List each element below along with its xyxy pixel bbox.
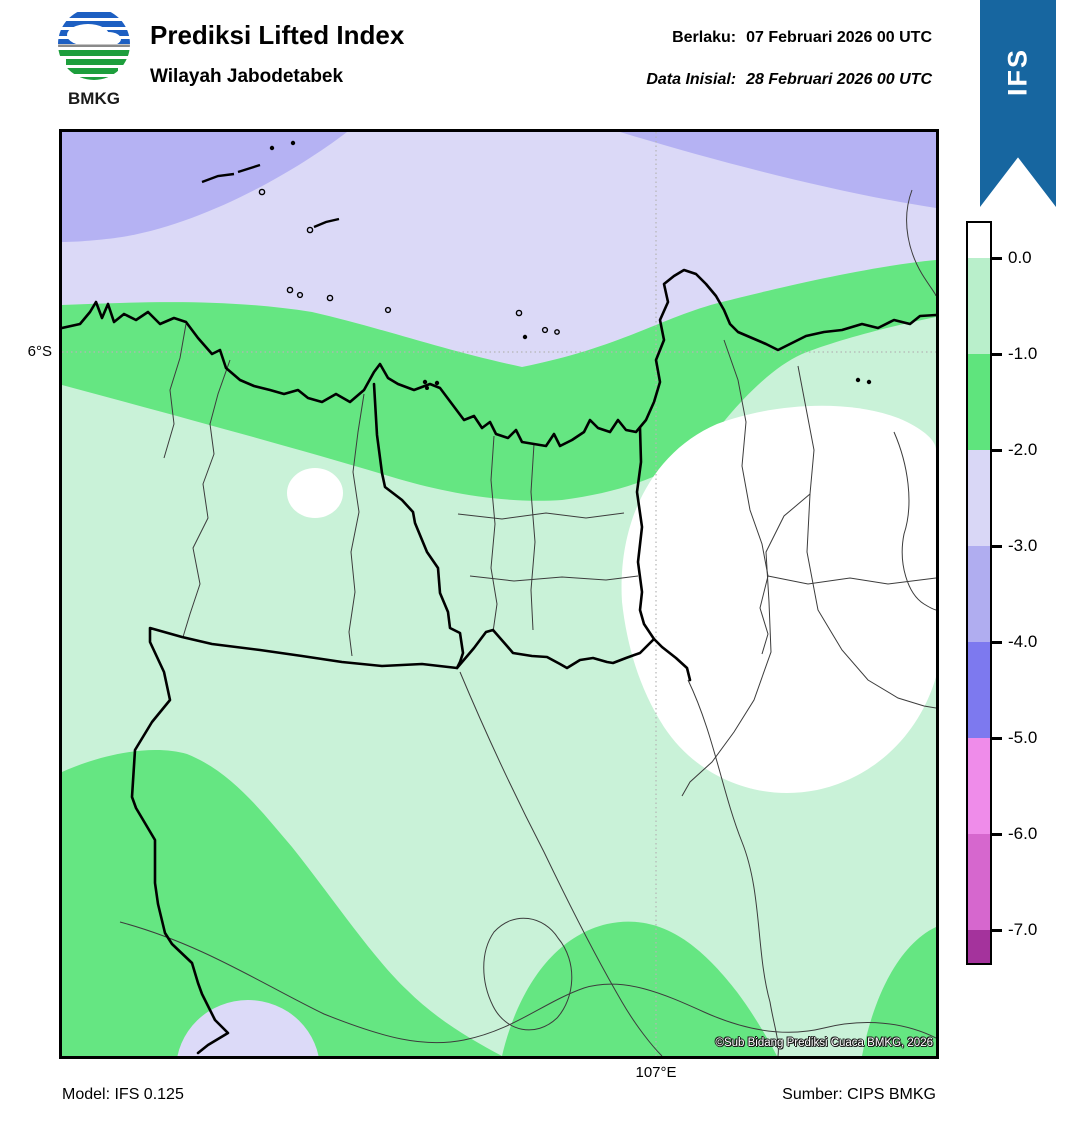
colorbar-tick-label: -7.0 — [1008, 920, 1038, 939]
map-frame — [59, 129, 939, 1059]
colorbar-tick — [992, 256, 1002, 260]
islands — [201, 140, 872, 390]
colorbar-segment — [968, 546, 990, 642]
colorbar-tick-label: -3.0 — [1008, 536, 1038, 555]
colorbar-segment — [968, 450, 990, 546]
longitude-label: 107°E — [635, 1064, 677, 1081]
footer-source-text: Sumber: CIPS BMKG — [782, 1086, 936, 1103]
colorbar-tick-label: 0.0 — [1008, 248, 1032, 267]
colorbar-segment — [968, 834, 990, 930]
colorbar-tick — [992, 832, 1002, 836]
colorbar — [966, 221, 992, 965]
colorbar-segment — [968, 930, 990, 963]
region-sea-dark-lavender-left — [62, 132, 347, 242]
latitude-label: 6°S — [27, 343, 52, 360]
page-title: Prediksi Lifted Index — [150, 20, 405, 50]
colorbar-tick-label: -4.0 — [1008, 632, 1038, 651]
colorbar-segment — [968, 223, 990, 258]
colorbar-tick — [992, 448, 1002, 452]
region-white-large — [621, 405, 936, 793]
admin-boundaries — [119, 189, 936, 1056]
model-ribbon: IFS — [980, 0, 1056, 207]
region-sea-dark-lavender-right — [620, 132, 936, 208]
region-green-bottom-center — [502, 921, 777, 1056]
colorbar-tick-label: -5.0 — [1008, 728, 1038, 747]
colorbar-segment — [968, 258, 990, 354]
region-green-bottom-left — [62, 750, 502, 1056]
bmkg-logo-globe — [58, 12, 130, 80]
colorbar-tick — [992, 928, 1002, 932]
footer-model-text: Model: IFS 0.125 — [62, 1086, 184, 1103]
colorbar-tick-label: -2.0 — [1008, 440, 1038, 459]
bmkg-logo: BMKG — [58, 12, 130, 108]
colorbar-tick — [992, 640, 1002, 644]
colorbar-tick-label: -1.0 — [1008, 344, 1038, 363]
province-boundaries — [130, 382, 692, 1055]
init-time-label: Data Inisial: — [646, 71, 737, 88]
colorbar-tick — [992, 736, 1002, 740]
copyright-text: ©Sub Bidang Prediksi Cuaca BMKG, 2026 — [715, 1037, 933, 1049]
page-subtitle: Wilayah Jabodetabek — [150, 66, 344, 87]
model-ribbon-label: IFS — [1002, 47, 1033, 97]
valid-time-line: Berlaku: 07 Februari 2026 00 UTC — [672, 29, 932, 47]
region-green-band — [62, 260, 936, 501]
lifted-index-map — [62, 132, 936, 1056]
region-sea-light-lavender — [62, 132, 936, 367]
init-time-line: Data Inisial: 28 Februari 2026 00 UTC — [646, 71, 932, 89]
colorbar-segment — [968, 354, 990, 450]
region-white-small — [287, 468, 343, 518]
colorbar-tick — [992, 544, 1002, 548]
colorbar-segment — [968, 642, 990, 738]
colorbar-tick-label: -6.0 — [1008, 824, 1038, 843]
init-time-value: 28 Februari 2026 00 UTC — [746, 71, 932, 88]
region-green-bottom-right — [862, 927, 936, 1056]
coastline — [62, 268, 936, 448]
bmkg-logo-text: BMKG — [68, 89, 120, 108]
colorbar-tick — [992, 352, 1002, 356]
valid-time-label: Berlaku: — [672, 29, 737, 46]
colorbar-segment — [968, 738, 990, 834]
valid-time-value: 07 Februari 2026 00 UTC — [746, 29, 932, 46]
